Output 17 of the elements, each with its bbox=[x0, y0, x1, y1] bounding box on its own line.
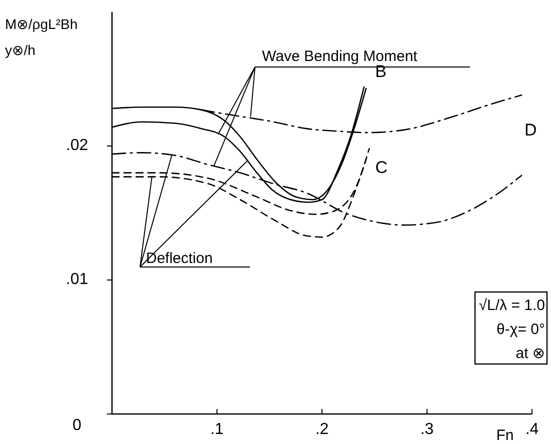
y2-axis-title: y⊗/h bbox=[5, 42, 36, 58]
annotation: √L/λ = 1.0 bbox=[478, 297, 545, 314]
x-tick-label: .4 bbox=[525, 421, 539, 438]
x-tick-label: .3 bbox=[420, 421, 434, 438]
x-tick-label: .1 bbox=[210, 421, 224, 438]
x-axis-title: Fn bbox=[496, 427, 514, 444]
annotation: Wave Bending Moment bbox=[262, 48, 418, 65]
annotation: Deflection bbox=[146, 250, 213, 267]
series-label: D bbox=[524, 120, 537, 140]
y-tick-label: .02 bbox=[66, 137, 88, 154]
series-label: C bbox=[375, 158, 388, 178]
x-tick-label: .2 bbox=[315, 421, 329, 438]
annotation: at ⊗ bbox=[516, 345, 545, 362]
y-tick-label: 0 bbox=[72, 417, 82, 434]
annotation: θ-χ= 0° bbox=[496, 321, 545, 338]
y-axis-title: M⊗/ρgL²Bh bbox=[5, 16, 78, 32]
y-tick-label: .01 bbox=[66, 271, 88, 288]
